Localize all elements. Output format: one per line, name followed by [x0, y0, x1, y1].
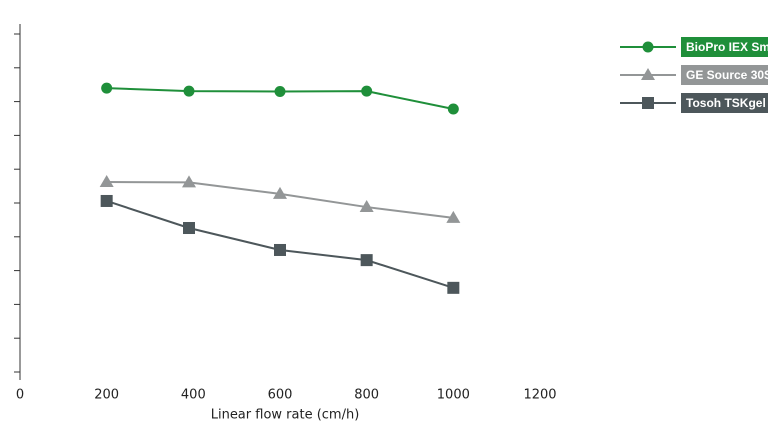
marker [447, 281, 460, 294]
x-tick-label: 800 [354, 388, 379, 403]
legend-label: BioPro IEX Sma [686, 40, 768, 54]
marker [641, 68, 655, 80]
marker [447, 103, 459, 115]
marker [183, 85, 195, 97]
legend-box [681, 93, 768, 113]
marker [359, 200, 374, 213]
x-tick-label: 600 [268, 388, 293, 403]
x-tick-label: 1000 [437, 388, 470, 403]
marker [274, 85, 286, 97]
x-axis-label: Linear flow rate (cm/h) [211, 408, 360, 423]
legend-label: Tosoh TSKgel S [686, 96, 768, 110]
marker [183, 222, 195, 235]
marker [274, 243, 286, 256]
marker [360, 254, 373, 267]
x-tick-label: 0 [16, 388, 24, 403]
x-tick-label: 400 [181, 388, 206, 403]
legend-box [681, 37, 768, 57]
marker [182, 175, 196, 188]
marker [101, 82, 113, 94]
legend-box [681, 65, 768, 85]
marker [273, 186, 287, 199]
x-tick-label: 200 [94, 388, 119, 403]
marker [99, 175, 114, 188]
marker [642, 41, 654, 53]
marker [446, 210, 461, 223]
marker [361, 85, 373, 97]
marker [642, 97, 654, 109]
legend-label: GE Source 30S [686, 68, 768, 82]
marker [100, 194, 113, 207]
x-tick-label: 1200 [523, 388, 556, 403]
